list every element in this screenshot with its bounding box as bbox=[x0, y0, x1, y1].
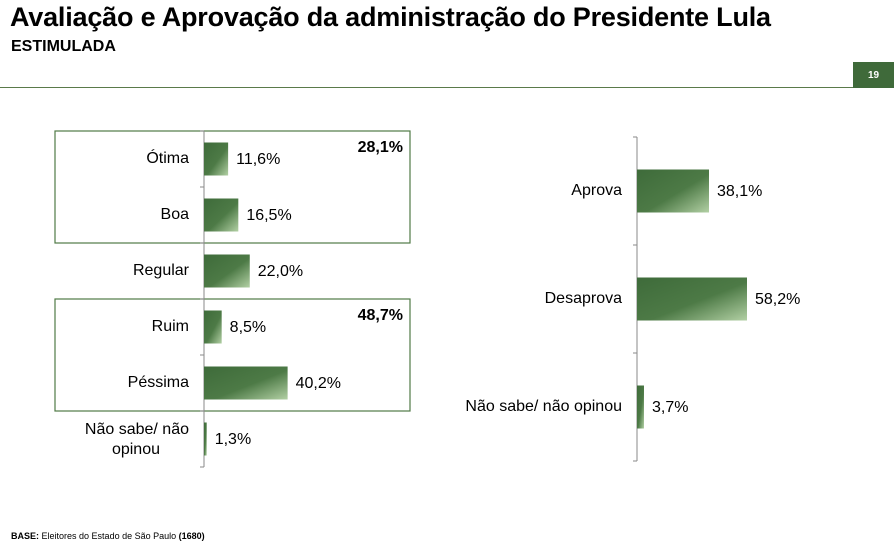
bar bbox=[204, 310, 222, 344]
group-total-label-1: 28,1% bbox=[358, 139, 403, 156]
category-label: Ótima bbox=[146, 148, 189, 167]
category-label: Boa bbox=[161, 206, 190, 223]
bar bbox=[637, 385, 644, 429]
category-label: Péssima bbox=[128, 374, 189, 391]
data-label: 11,6% bbox=[236, 151, 280, 168]
bar bbox=[204, 142, 229, 176]
page-subtitle: ESTIMULADA bbox=[11, 38, 116, 55]
category-label: Aprova bbox=[571, 182, 622, 199]
group-total-label-2: 48,7% bbox=[358, 307, 403, 324]
footer-base-text: Eleitores do Estado de São Paulo bbox=[41, 531, 177, 541]
page-number-badge: 19 bbox=[853, 62, 894, 88]
data-label: 3,7% bbox=[652, 399, 688, 416]
bar bbox=[204, 198, 239, 232]
group-box-2 bbox=[54, 298, 411, 412]
data-label: 38,1% bbox=[717, 183, 762, 200]
page-title: Avaliação e Aprovação da administração d… bbox=[10, 2, 771, 32]
data-label: 16,5% bbox=[246, 207, 291, 224]
category-label: Ruim bbox=[152, 318, 189, 335]
footer-base: BASE: Eleitores do Estado de São Paulo (… bbox=[11, 531, 205, 541]
category-label: Regular bbox=[133, 262, 190, 279]
category-label: Não sabe/ não opinou bbox=[85, 421, 189, 458]
footer-base-count: (1680) bbox=[178, 531, 205, 541]
data-label: 22,0% bbox=[258, 263, 303, 280]
bar bbox=[637, 169, 710, 213]
evaluation-chart: 28,1% 48,7% 11,6% Ótima 16,5% Boa 22,0% Regular… bbox=[54, 130, 411, 468]
bar bbox=[204, 254, 250, 288]
category-label: Não sabe/ não opinou bbox=[465, 398, 622, 415]
category-label: Desaprova bbox=[545, 290, 622, 307]
footer-base-label: BASE: bbox=[11, 531, 40, 541]
group-box-1 bbox=[54, 130, 411, 244]
data-label: 40,2% bbox=[296, 375, 341, 392]
approval-chart: 38,1% Aprova 58,2% Desaprova 3,7% Não sabe/ n… bbox=[465, 136, 800, 462]
header-divider bbox=[0, 87, 894, 88]
data-label: 58,2% bbox=[755, 291, 800, 308]
bar bbox=[204, 366, 288, 400]
data-label: 1,3% bbox=[215, 431, 251, 448]
bar bbox=[204, 422, 207, 456]
data-label: 8,5% bbox=[230, 319, 266, 336]
bar bbox=[637, 277, 747, 321]
